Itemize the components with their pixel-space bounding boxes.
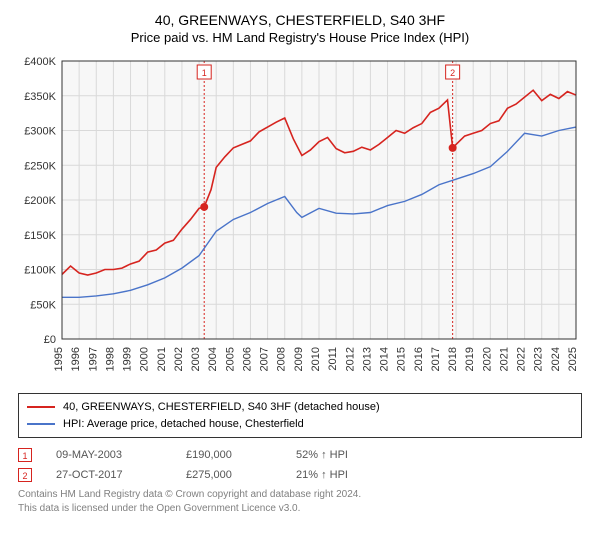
svg-text:2002: 2002 [173, 347, 185, 371]
svg-text:2018: 2018 [447, 347, 459, 371]
sales-table: 1 09-MAY-2003 £190,000 52% ↑ HPI 2 27-OC… [18, 448, 582, 482]
page-title: 40, GREENWAYS, CHESTERFIELD, S40 3HF [18, 12, 582, 28]
svg-text:£150K: £150K [24, 230, 56, 242]
footnote-line: This data is licensed under the Open Gov… [18, 502, 582, 516]
line-chart: £0 £50K £100K £150K £200K £250K £300K £350K £400… [18, 55, 582, 385]
svg-text:2013: 2013 [361, 347, 373, 371]
sale-marker: 1 [18, 448, 32, 462]
svg-text:2023: 2023 [533, 347, 545, 371]
svg-text:2025: 2025 [567, 347, 579, 371]
svg-text:2014: 2014 [379, 347, 391, 371]
sale-price: £275,000 [186, 469, 296, 481]
sale-row: 2 27-OCT-2017 £275,000 21% ↑ HPI [18, 468, 582, 482]
svg-text:2017: 2017 [430, 347, 442, 371]
svg-text:2011: 2011 [327, 347, 339, 371]
svg-text:£250K: £250K [24, 160, 56, 172]
legend-swatch [27, 423, 55, 425]
svg-text:2006: 2006 [241, 347, 253, 371]
svg-text:1995: 1995 [53, 347, 65, 371]
legend-swatch [27, 406, 55, 408]
svg-text:2020: 2020 [481, 347, 493, 371]
sale-row: 1 09-MAY-2003 £190,000 52% ↑ HPI [18, 448, 582, 462]
svg-text:2007: 2007 [259, 347, 271, 371]
svg-text:2024: 2024 [550, 347, 562, 371]
sale-hpi: 52% ↑ HPI [296, 449, 416, 461]
svg-text:2009: 2009 [293, 347, 305, 371]
sale-date: 27-OCT-2017 [56, 469, 186, 481]
svg-text:£100K: £100K [24, 265, 56, 277]
svg-text:1: 1 [202, 68, 207, 78]
svg-text:2016: 2016 [413, 347, 425, 371]
svg-text:2001: 2001 [156, 347, 168, 371]
svg-text:1996: 1996 [70, 347, 82, 371]
legend-item: 40, GREENWAYS, CHESTERFIELD, S40 3HF (de… [27, 399, 573, 416]
svg-text:2021: 2021 [498, 347, 510, 371]
svg-text:2019: 2019 [464, 347, 476, 371]
svg-text:2003: 2003 [190, 347, 202, 371]
svg-text:£400K: £400K [24, 56, 56, 68]
svg-text:2008: 2008 [276, 347, 288, 371]
page-subtitle: Price paid vs. HM Land Registry's House … [18, 30, 582, 45]
svg-text:1999: 1999 [122, 347, 134, 371]
sale-marker: 2 [18, 468, 32, 482]
legend-item: HPI: Average price, detached house, Ches… [27, 416, 573, 433]
svg-text:£350K: £350K [24, 91, 56, 103]
svg-text:2010: 2010 [310, 347, 322, 371]
svg-text:2012: 2012 [344, 347, 356, 371]
svg-text:£50K: £50K [30, 299, 56, 311]
footnote: Contains HM Land Registry data © Crown c… [18, 488, 582, 515]
sale-date: 09-MAY-2003 [56, 449, 186, 461]
svg-text:£300K: £300K [24, 126, 56, 138]
svg-text:2004: 2004 [207, 347, 219, 371]
svg-text:1997: 1997 [87, 347, 99, 371]
svg-text:£200K: £200K [24, 195, 56, 207]
footnote-line: Contains HM Land Registry data © Crown c… [18, 488, 582, 502]
svg-text:1998: 1998 [104, 347, 116, 371]
svg-text:2022: 2022 [516, 347, 528, 371]
sale-hpi: 21% ↑ HPI [296, 469, 416, 481]
chart-legend: 40, GREENWAYS, CHESTERFIELD, S40 3HF (de… [18, 393, 582, 438]
svg-text:2: 2 [450, 68, 455, 78]
legend-label: HPI: Average price, detached house, Ches… [63, 416, 304, 433]
svg-text:£0: £0 [44, 334, 56, 346]
legend-label: 40, GREENWAYS, CHESTERFIELD, S40 3HF (de… [63, 399, 380, 416]
svg-text:2005: 2005 [224, 347, 236, 371]
svg-text:2000: 2000 [139, 347, 151, 371]
svg-text:2015: 2015 [396, 347, 408, 371]
sale-price: £190,000 [186, 449, 296, 461]
